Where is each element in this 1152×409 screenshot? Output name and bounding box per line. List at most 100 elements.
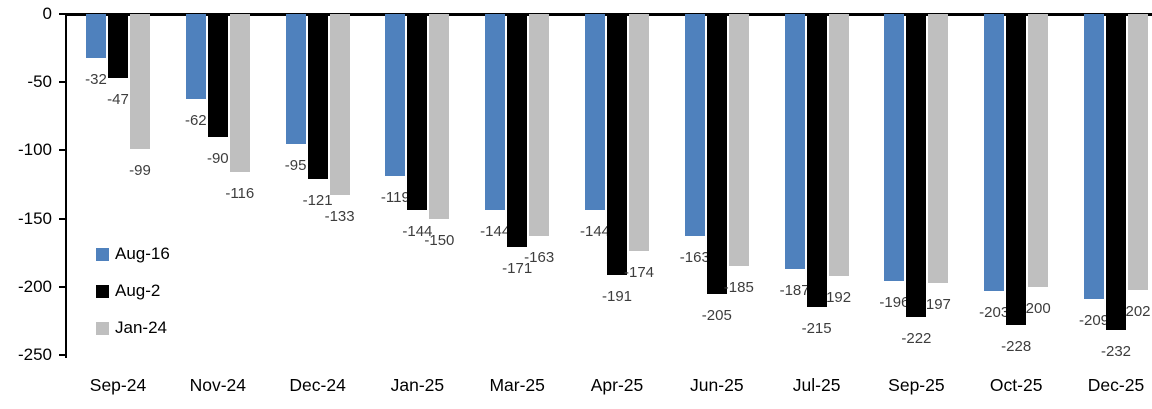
bar-aug-16	[385, 14, 406, 176]
bar-jan-24	[229, 14, 250, 172]
bar-value-label: -90	[206, 150, 229, 167]
x-category-label: Dec-25	[1087, 375, 1145, 395]
bar-aug-2	[1006, 14, 1027, 325]
bar-value-label: -174	[623, 264, 655, 281]
bar-value-label: -187	[779, 282, 810, 299]
bar-jan-24	[429, 14, 450, 219]
legend-label: Aug-16	[115, 244, 170, 263]
y-tick-label: -250	[17, 345, 52, 364]
bar-aug-2	[607, 14, 627, 275]
legend-item-aug-16: Aug-16	[96, 244, 170, 264]
x-category-label: Dec-24	[289, 375, 346, 395]
bar-jan-24	[629, 14, 649, 251]
legend-swatch	[96, 321, 109, 335]
bar-jan-24	[1128, 14, 1148, 290]
bar-jan-24	[1028, 14, 1049, 287]
x-category-label: Jan-25	[390, 375, 445, 395]
bar-value-label: -171	[502, 260, 533, 277]
y-tick-mark	[59, 13, 66, 15]
bar-aug-16	[285, 14, 306, 144]
bar-jan-24	[928, 14, 949, 283]
x-category-label: Sep-24	[89, 375, 147, 395]
y-tick-mark	[59, 149, 66, 152]
bar-aug-2	[207, 14, 228, 137]
x-category-label: Nov-24	[189, 375, 247, 395]
bar-aug-16	[884, 14, 905, 281]
bar-aug-2	[407, 14, 428, 210]
bar-aug-16	[585, 14, 605, 210]
bar-jan-24	[728, 14, 749, 266]
bar-value-label: -116	[225, 185, 255, 202]
y-axis: 0 -50 -100 -150 -200 -250	[0, 4, 52, 364]
bar-value-label: -144	[480, 223, 511, 240]
y-tick-label: 0	[42, 4, 52, 23]
bar-jan-24	[529, 14, 550, 236]
bar-value-label: -144	[579, 223, 611, 240]
bar-aug-16	[86, 14, 106, 58]
y-axis-line	[65, 13, 67, 358]
bar-jan-24	[828, 14, 849, 276]
bar-value-label: -144	[402, 223, 433, 240]
legend-swatch	[96, 284, 109, 298]
bar-aug-16	[984, 14, 1005, 291]
x-category-label: Oct-25	[989, 375, 1043, 395]
bar-value-label: 200	[1025, 300, 1051, 317]
bar-value-label: -232	[1100, 343, 1132, 360]
bar-aug-2	[906, 14, 927, 317]
legend-item-aug-2: Aug-2	[96, 281, 170, 301]
bar-value-label: -47	[107, 91, 129, 108]
x-category-label: Sep-25	[888, 375, 945, 395]
bar-value-label: -185	[723, 279, 754, 296]
bar-aug-16	[684, 14, 705, 236]
legend-swatch	[96, 247, 109, 261]
bar-value-label: -205	[701, 307, 732, 324]
x-category-label: Jul-25	[792, 375, 841, 395]
bar-jan-24	[329, 14, 350, 195]
x-category-label: Mar-25	[489, 375, 545, 395]
legend-item-jan-24: Jan-24	[96, 318, 170, 338]
bar-aug-2	[1106, 14, 1126, 330]
legend: Aug-16 Aug-2 Jan-24	[96, 244, 170, 355]
bar-value-label: -228	[1001, 338, 1032, 355]
bar-value-label: 192	[826, 289, 852, 306]
bar-value-label: -133	[324, 208, 355, 225]
bar-value-label: -119	[380, 189, 410, 206]
x-category-label: Jun-25	[690, 375, 744, 395]
x-category-label: Apr-25	[590, 375, 644, 395]
bar-aug-2	[108, 14, 128, 78]
y-tick-mark	[59, 217, 66, 220]
bar-value-label: -163	[679, 249, 710, 266]
bar-aug-2	[507, 14, 528, 247]
bar-value-label: -215	[801, 320, 832, 337]
legend-label: Aug-2	[115, 281, 161, 300]
bar-value-label: -32	[85, 71, 107, 88]
y-tick-mark	[59, 354, 66, 356]
bar-aug-2	[307, 14, 328, 179]
bar-aug-2	[706, 14, 727, 294]
legend-label: Jan-24	[115, 318, 167, 337]
bar-value-label: 197	[925, 296, 951, 313]
bar-value-label: -222	[901, 330, 932, 347]
y-tick-mark	[59, 81, 66, 84]
bar-aug-16	[485, 14, 506, 210]
bar-value-label: 202	[1125, 303, 1151, 320]
bar-aug-2	[806, 14, 827, 307]
bar-value-label: -62	[184, 112, 207, 129]
bar-value-label: -95	[284, 157, 307, 174]
bar-jan-24	[130, 14, 150, 149]
plot-area: Aug-16 Aug-2 Jan-24 -32 -47 -99 -62 -90 -116 -95…	[68, 14, 1152, 360]
bar-value-label: -203	[979, 304, 1010, 321]
bar-value-label: -150	[424, 232, 455, 249]
bar-value-label: -121	[302, 192, 333, 209]
bar-value-label: -191	[601, 288, 633, 305]
bar-value-label: -196	[879, 294, 910, 311]
y-tick-label: -200	[17, 276, 52, 296]
bar-aug-16	[1084, 14, 1104, 299]
y-tick-label: -100	[17, 140, 52, 160]
bar-aug-16	[784, 14, 805, 269]
y-tick-mark	[59, 285, 66, 288]
y-tick-label: -50	[27, 72, 52, 92]
bar-value-label: -163	[524, 249, 555, 266]
bar-value-label: -209	[1078, 312, 1110, 329]
